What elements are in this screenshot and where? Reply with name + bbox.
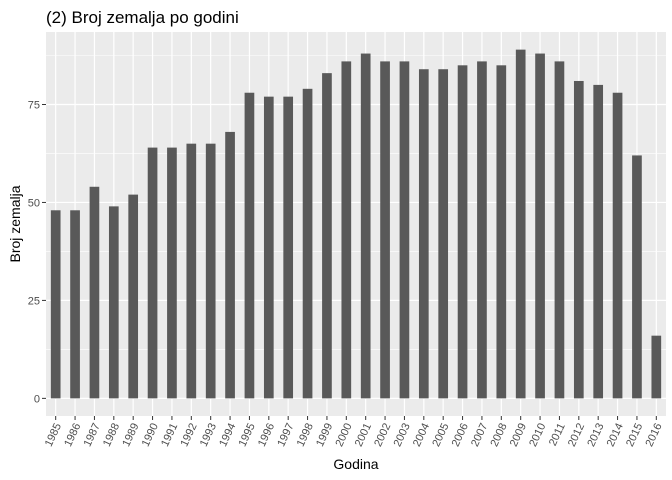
y-axis: 0 25 50 75 — [28, 99, 46, 405]
x-tick-label: 1991 — [159, 421, 180, 448]
y-tick-label: 25 — [28, 295, 40, 307]
chart-title: (2) Broj zemalja po godini — [46, 8, 239, 27]
x-tick-label: 2011 — [547, 421, 568, 448]
bar-1998 — [302, 88, 313, 399]
bar-1996 — [263, 96, 274, 399]
bar-2003 — [399, 61, 410, 399]
bar-2013 — [593, 84, 604, 399]
bar-1987 — [89, 186, 100, 399]
x-tick-label: 1995 — [237, 421, 258, 448]
x-tick-label: 1994 — [217, 421, 238, 448]
y-tick-label: 0 — [34, 393, 40, 405]
x-tick-label: 1987 — [82, 421, 103, 448]
x-tick-label: 2003 — [392, 421, 413, 448]
bar-2016 — [651, 335, 662, 399]
bar-1993 — [205, 143, 216, 399]
bar-1989 — [128, 194, 139, 399]
x-tick-label: 2010 — [527, 421, 548, 448]
bar-1985 — [50, 210, 61, 399]
bar-2004 — [418, 69, 429, 399]
bar-1992 — [186, 143, 197, 399]
x-tick-label: 2001 — [353, 421, 374, 448]
plot-panel — [46, 32, 666, 416]
bar-1990 — [147, 147, 158, 399]
bar-1994 — [225, 131, 235, 399]
x-tick-label: 2004 — [411, 421, 432, 448]
x-axis: 1985198619871988198919901991199219931994… — [43, 416, 665, 449]
x-tick-label: 1988 — [101, 421, 122, 448]
x-tick-label: 1993 — [198, 421, 219, 448]
x-tick-label: 1999 — [314, 421, 335, 448]
x-tick-label: 2000 — [333, 421, 354, 448]
bar-2000 — [341, 61, 352, 399]
x-tick-label: 1996 — [256, 421, 277, 448]
bar-1988 — [108, 206, 119, 399]
x-tick-label: 2015 — [624, 421, 645, 448]
y-tick-label: 50 — [28, 197, 40, 209]
bar-2005 — [438, 69, 449, 399]
bar-2006 — [457, 65, 468, 399]
bar-1995 — [244, 92, 255, 399]
bar-1991 — [167, 147, 177, 399]
x-tick-label: 2009 — [508, 421, 529, 448]
bar-2012 — [573, 80, 584, 399]
bar-1999 — [322, 73, 332, 399]
x-tick-label: 1992 — [178, 421, 199, 448]
bar-1986 — [70, 210, 80, 399]
x-tick-label: 2006 — [450, 421, 471, 448]
x-tick-label: 1989 — [120, 421, 141, 448]
bar-2014 — [612, 92, 623, 399]
x-tick-label: 2005 — [430, 421, 451, 448]
bar-2001 — [360, 53, 371, 399]
bar-1997 — [283, 96, 294, 399]
x-tick-label: 1990 — [140, 421, 161, 448]
bar-2010 — [535, 53, 545, 399]
x-tick-label: 2014 — [605, 421, 626, 448]
x-tick-label: 2007 — [469, 421, 490, 448]
x-tick-label: 2012 — [566, 421, 587, 448]
x-tick-label: 2013 — [585, 421, 606, 448]
y-axis-title: Broj zemalja — [7, 185, 23, 262]
bar-2002 — [380, 61, 390, 399]
x-tick-label: 2002 — [372, 421, 393, 448]
bar-2015 — [632, 155, 642, 399]
y-tick-label: 75 — [28, 99, 40, 111]
x-tick-label: 1997 — [275, 421, 296, 448]
x-tick-label: 2016 — [643, 421, 664, 448]
x-tick-label: 2008 — [488, 421, 509, 448]
x-tick-label: 1986 — [62, 421, 83, 448]
bar-2009 — [515, 49, 526, 399]
bar-2011 — [554, 61, 565, 399]
bar-2008 — [496, 65, 507, 399]
x-axis-title: Godina — [333, 456, 378, 472]
bars — [50, 49, 662, 399]
x-tick-label: 1985 — [43, 421, 64, 448]
x-tick-label: 1998 — [295, 421, 316, 448]
bar-2007 — [477, 61, 487, 399]
